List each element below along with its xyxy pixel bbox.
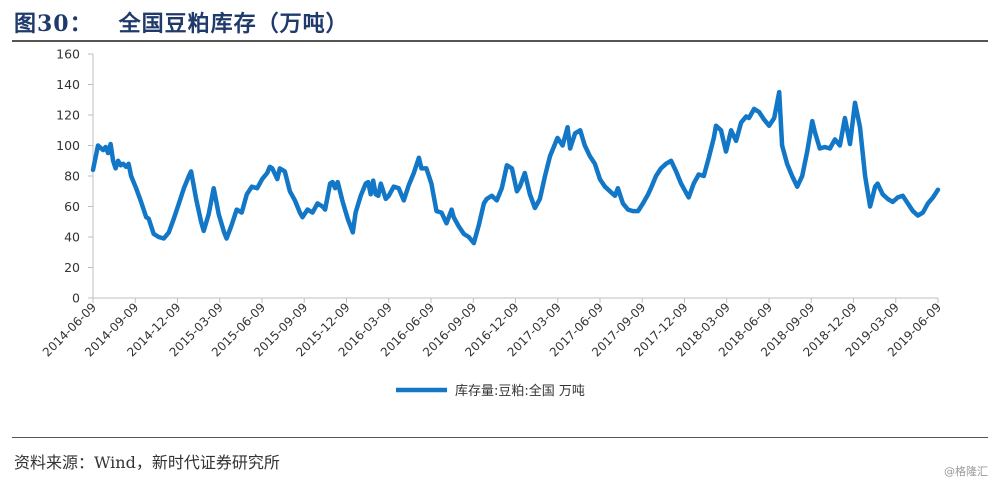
y-tick-label: 40 [64,230,80,245]
figure-number: 图30： [14,11,93,37]
y-axis: 0 20 40 60 80 100 120 140 160 [56,47,94,306]
top-rule [12,40,988,42]
y-tick-label: 160 [56,47,80,62]
y-tick-label: 20 [64,260,80,275]
x-axis: 2014-06-092014-09-092014-12-092015-03-09… [40,297,944,359]
y-tick-label: 100 [56,138,80,153]
series-line-soymeal-inventory [90,89,941,246]
y-tick-label: 80 [64,169,80,184]
bottom-rule [12,437,988,438]
watermark: @格隆汇 [944,465,988,478]
y-tick-label: 140 [56,77,80,92]
series-layer [90,89,941,246]
legend-label: 库存量:豆粕:全国 万吨 [455,383,585,399]
y-tick-label: 0 [72,291,80,306]
legend: 库存量:豆粕:全国 万吨 [396,383,585,399]
y-tick-label: 120 [56,108,80,123]
y-tick-label: 60 [64,199,80,214]
figure-title-text: 全国豆粕库存（万吨） [118,11,349,37]
source-note: 资料来源：Wind，新时代证券研究所 [14,453,280,472]
figure-title: 图30： 全国豆粕库存（万吨） [14,6,349,38]
